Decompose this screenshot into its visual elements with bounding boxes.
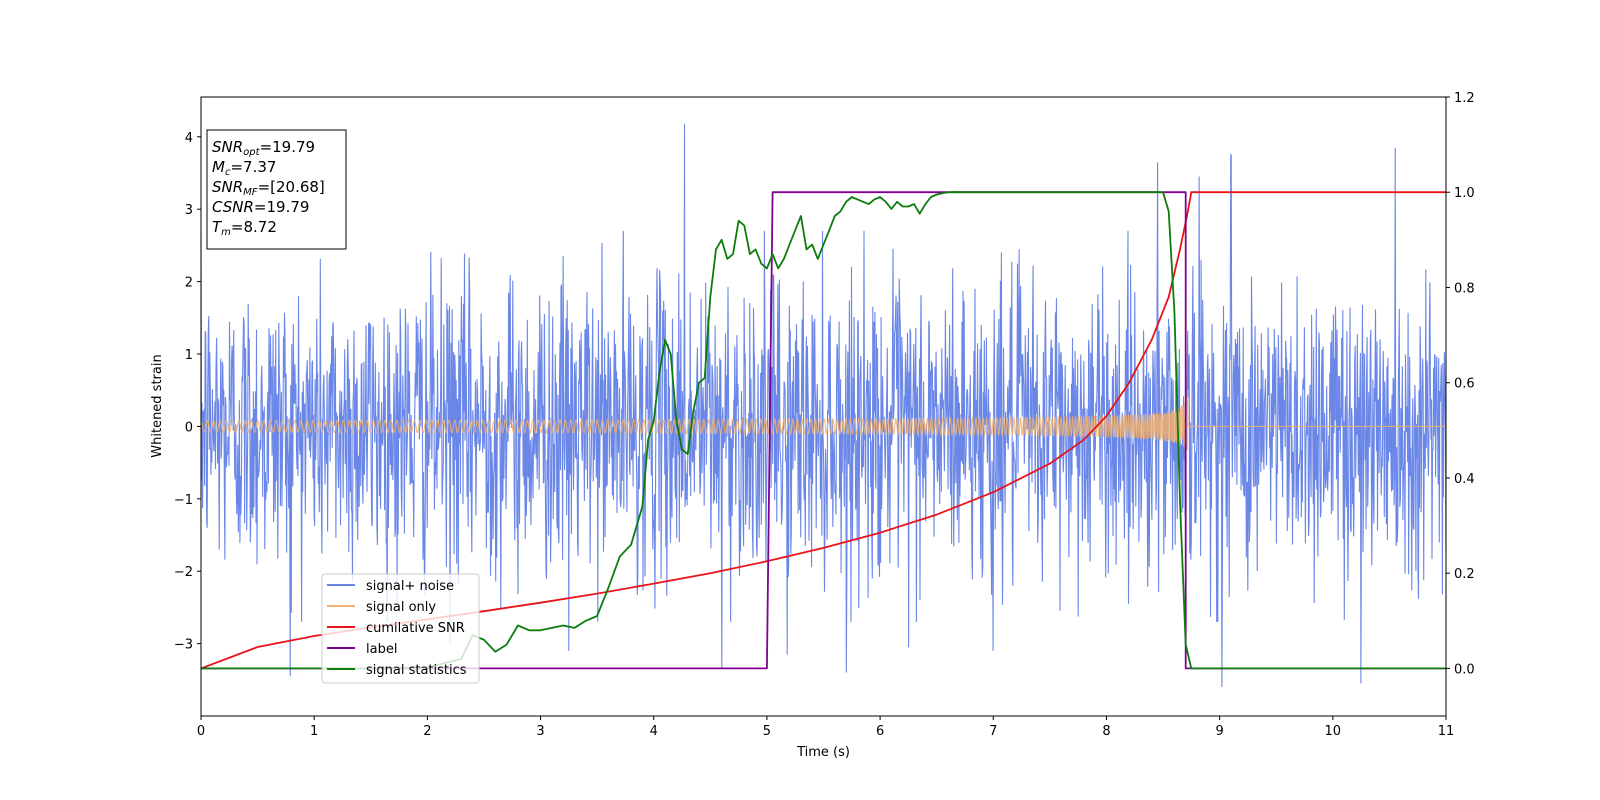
- legend-label: label: [366, 642, 397, 657]
- x-tick-label: 8: [1102, 724, 1110, 739]
- x-tick-label: 4: [650, 724, 658, 739]
- legend-label: signal statistics: [366, 663, 467, 678]
- y2-tick-label: 0.2: [1454, 567, 1475, 582]
- legend-label: signal only: [366, 600, 436, 615]
- x-tick-label: 9: [1215, 724, 1223, 739]
- legend-label: signal+ noise: [366, 579, 454, 594]
- y-tick-label: 2: [185, 276, 193, 291]
- x-axis-label: Time (s): [796, 745, 850, 760]
- y2-tick-label: 0.0: [1454, 662, 1475, 677]
- plot-frame: [200, 96, 1447, 717]
- x-tick-label: 10: [1325, 724, 1342, 739]
- x-tick-label: 5: [763, 724, 771, 739]
- series-signal-plus-noise: [201, 123, 1446, 688]
- x-tick-label: 6: [876, 724, 884, 739]
- stats-line: CSNR=19.79: [212, 198, 309, 216]
- stats-line: SNRopt=19.79: [212, 138, 315, 158]
- y-axis-label: Whitened strain: [150, 354, 165, 457]
- y-tick-label: −1: [174, 493, 193, 508]
- x-tick-label: 2: [423, 724, 431, 739]
- x-tick-label: 7: [989, 724, 997, 739]
- x-tick-label: 11: [1438, 724, 1455, 739]
- y-tick-label: −3: [174, 638, 193, 653]
- legend-frame: [321, 573, 480, 684]
- legend: signal+ noise signal only cumilative SNR la…: [321, 573, 480, 684]
- stats-line: Tm=8.72: [212, 218, 277, 238]
- stats-line: SNRMF=[20.68]: [212, 178, 325, 198]
- y2-tick-label: 0.6: [1454, 377, 1475, 392]
- legend-label: cumilative SNR: [366, 621, 465, 636]
- series-signal-statistics: [201, 191, 1446, 670]
- y-tick-label: 3: [185, 203, 193, 218]
- y-tick-label: 0: [185, 420, 193, 435]
- x-tick-label: 1: [310, 724, 318, 739]
- y2-tick-label: 1.0: [1454, 186, 1475, 201]
- x-tick-label: 3: [536, 724, 544, 739]
- stats-annotation-box: SNRopt=19.79Mc=7.37SNRMF=[20.68]CSNR=19.…: [206, 129, 347, 250]
- y2-tick-label: 0.4: [1454, 472, 1475, 487]
- series-signal-only: [201, 389, 1446, 451]
- stats-box-frame: [206, 129, 347, 250]
- y-tick-label: −2: [174, 565, 193, 580]
- y-tick-label: 1: [185, 348, 193, 363]
- y-tick-label: 4: [185, 131, 193, 146]
- y2-tick-label: 0.8: [1454, 281, 1475, 296]
- axes: 0 1 2 3 4 5 6 7 8 9 10 11 −3 −2 −1 0 1 2 3 4 0.0 0.2 0.4 0.6 0.8…: [174, 91, 1475, 739]
- x-tick-label: 0: [197, 724, 205, 739]
- stats-line: Mc=7.37: [212, 158, 276, 178]
- y2-tick-label: 1.2: [1454, 91, 1475, 106]
